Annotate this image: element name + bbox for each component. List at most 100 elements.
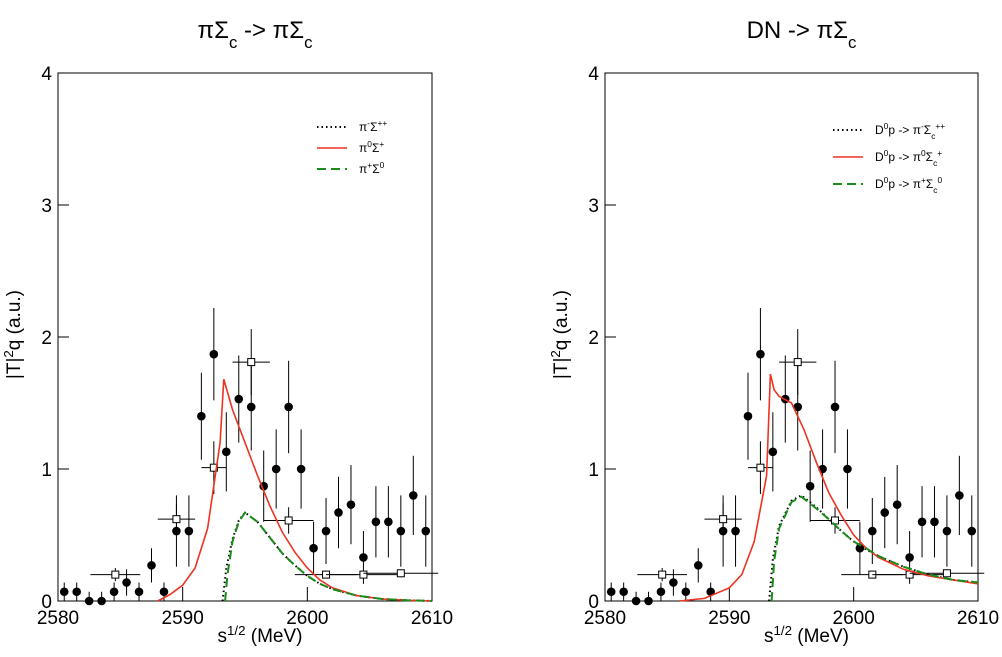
data-point (942, 526, 952, 536)
data-point (656, 587, 666, 597)
square-point (942, 569, 951, 578)
text-part: ++ (378, 118, 388, 128)
data-point (359, 553, 368, 562)
square-point (111, 570, 120, 579)
data-point (271, 464, 281, 474)
y-axis-label: |T|2q (a.u.) (548, 290, 573, 379)
data-point (917, 517, 927, 527)
text-part: q (a.u.) (4, 290, 25, 350)
text-part: + (921, 175, 926, 185)
text-part: DN -> πΣ (747, 17, 848, 44)
x-tick-label: 2590 (162, 608, 204, 629)
data-point (59, 587, 69, 597)
x-tick-label: 2590 (708, 608, 750, 629)
y-tick-label: 3 (41, 196, 52, 217)
data-point (384, 517, 393, 527)
text-part: 0 (937, 175, 942, 185)
data-point (321, 526, 331, 536)
data-point (967, 526, 977, 536)
data-point (631, 596, 641, 606)
data-point (84, 596, 94, 606)
data-point (122, 578, 131, 587)
square-point (756, 463, 765, 472)
square-point (209, 463, 218, 472)
legend-label: π-Σ++ (359, 118, 387, 134)
x-tick-label: 2610 (957, 608, 999, 629)
text-part: p -> π (888, 123, 921, 137)
y-tick-label: 0 (588, 592, 599, 613)
text-part: Σ (926, 177, 933, 191)
curve (770, 495, 979, 602)
text-part: π (359, 141, 367, 155)
chart-title: DN -> πΣc (747, 17, 857, 52)
text-part: Σ (372, 141, 379, 155)
x-axis-label: s1/2 (MeV) (218, 623, 303, 648)
data-point (693, 561, 703, 570)
data-point (72, 587, 81, 597)
data-point (669, 578, 678, 587)
text-part: Σ (924, 123, 931, 137)
data-point (296, 464, 306, 474)
y-tick-label: 0 (41, 592, 52, 613)
curve (224, 511, 433, 602)
text-part: 2 (548, 350, 563, 357)
data-point (134, 587, 144, 597)
data-point (793, 402, 803, 412)
y-tick-label: 4 (41, 64, 52, 85)
data-point (706, 587, 715, 597)
legend-label: π+Σ0 (359, 160, 385, 176)
square-point (658, 570, 667, 579)
square-point (359, 570, 368, 579)
x-axis-label: s1/2 (MeV) (764, 623, 849, 648)
data-point (843, 464, 852, 474)
data-point (955, 491, 964, 500)
text-part: ++ (935, 121, 945, 131)
y-tick-label: 4 (588, 64, 599, 85)
data-point (880, 508, 890, 517)
text-part: p -> π (888, 177, 921, 191)
curve (157, 378, 433, 602)
data-point (768, 447, 778, 457)
text-part: 1/2 (227, 623, 246, 638)
data-point (619, 587, 628, 597)
data-point (606, 587, 616, 597)
data-point (346, 500, 356, 509)
text-part: s (218, 626, 228, 647)
text-part: |T| (4, 358, 25, 379)
text-part: 0 (380, 160, 385, 170)
data-point (184, 526, 194, 536)
data-point (681, 587, 691, 597)
text-part: + (379, 139, 384, 149)
x-tick-label: 2580 (37, 608, 79, 629)
data-point (644, 596, 653, 606)
legend-label: D0p -> π0Σc+ (875, 148, 942, 168)
text-part: 0 (367, 139, 372, 149)
data-point (756, 349, 765, 359)
data-point (147, 561, 156, 570)
text-part: Σ (372, 162, 379, 176)
square-point (719, 515, 728, 524)
text-part: 2 (1, 350, 16, 357)
square-point (247, 358, 256, 367)
text-part: D (875, 177, 884, 191)
data-point (743, 411, 753, 421)
data-point (109, 587, 119, 597)
data-point (334, 508, 343, 517)
text-part: (MeV) (792, 626, 849, 647)
text-part: (MeV) (246, 626, 303, 647)
text-part: π (359, 162, 367, 176)
square-point (284, 516, 293, 525)
data-point (309, 543, 318, 553)
data-point (371, 517, 381, 527)
data-point (830, 402, 840, 412)
x-tick-label: 2600 (833, 608, 875, 629)
chart-title: πΣc -> πΣc (198, 17, 313, 52)
text-part: D (875, 150, 884, 164)
data-point (159, 587, 169, 597)
data-point (409, 491, 418, 500)
text-part: c (933, 185, 937, 195)
text-part: s (764, 626, 774, 647)
data-point (284, 402, 293, 412)
data-point (805, 481, 815, 491)
data-point (930, 517, 939, 527)
